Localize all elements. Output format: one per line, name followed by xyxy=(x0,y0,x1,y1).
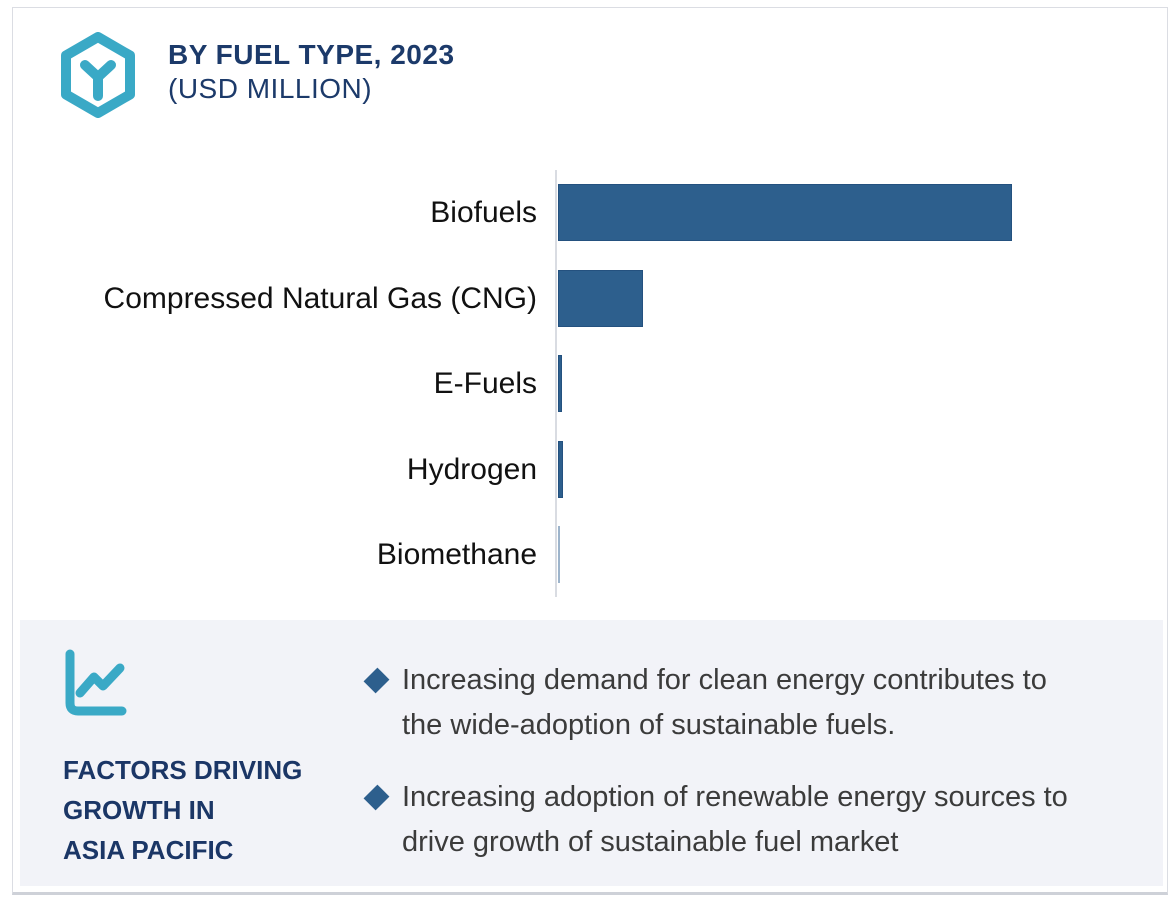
category-label: Hydrogen xyxy=(406,452,537,486)
hexagon-molecule-icon xyxy=(61,32,135,118)
factors-heading: FACTORS DRIVING GROWTH IN ASIA PACIFIC xyxy=(63,750,302,870)
category-label: E-Fuels xyxy=(433,367,537,401)
factor-bullet: Increasing demand for clean energy contr… xyxy=(363,658,1047,748)
factors-heading-line: FACTORS DRIVING xyxy=(63,755,303,785)
chart-row: Compressed Natural Gas (CNG) xyxy=(13,269,1167,327)
factor-text: Increasing demand for clean energy contr… xyxy=(402,658,1047,748)
category-label: Compressed Natural Gas (CNG) xyxy=(103,281,537,315)
factor-text-line: the wide-adoption of sustainable fuels. xyxy=(402,709,896,741)
factor-text: Increasing adoption of renewable energy … xyxy=(402,775,1068,865)
report-card: BY FUEL TYPE, 2023 (USD MILLION) Biofuel… xyxy=(12,7,1168,895)
chart-row: Biofuels xyxy=(13,184,1167,241)
bar xyxy=(558,184,1012,241)
chart-title-block: BY FUEL TYPE, 2023 (USD MILLION) xyxy=(168,38,455,106)
factor-text-line: Increasing adoption of renewable energy … xyxy=(402,781,1068,813)
diamond-bullet-icon xyxy=(363,784,390,811)
chart-row: Biomethane xyxy=(13,526,1167,584)
factor-text-line: drive growth of sustainable fuel market xyxy=(402,826,899,858)
factor-bullet: Increasing adoption of renewable energy … xyxy=(363,775,1068,865)
bar xyxy=(558,526,560,584)
category-label: Biomethane xyxy=(376,538,537,572)
diamond-bullet-icon xyxy=(363,667,390,694)
chart-subtitle: (USD MILLION) xyxy=(168,73,373,104)
horizontal-bar-chart: Biofuels Compressed Natural Gas (CNG) E-Fu… xyxy=(13,170,1167,597)
line-chart-icon xyxy=(65,649,127,716)
chart-title: BY FUEL TYPE, 2023 xyxy=(168,39,455,70)
factors-panel: FACTORS DRIVING GROWTH IN ASIA PACIFIC I… xyxy=(20,620,1163,886)
chart-row: Hydrogen xyxy=(13,440,1167,498)
factors-heading-line: GROWTH IN xyxy=(63,795,215,825)
factors-heading-line: ASIA PACIFIC xyxy=(63,835,234,865)
bar xyxy=(558,269,643,327)
bar xyxy=(558,440,563,498)
bar xyxy=(558,355,563,413)
factor-text-line: Increasing demand for clean energy contr… xyxy=(402,664,1047,696)
category-label: Biofuels xyxy=(430,196,537,229)
chart-row: E-Fuels xyxy=(13,355,1167,413)
category-axis-line xyxy=(555,170,557,597)
